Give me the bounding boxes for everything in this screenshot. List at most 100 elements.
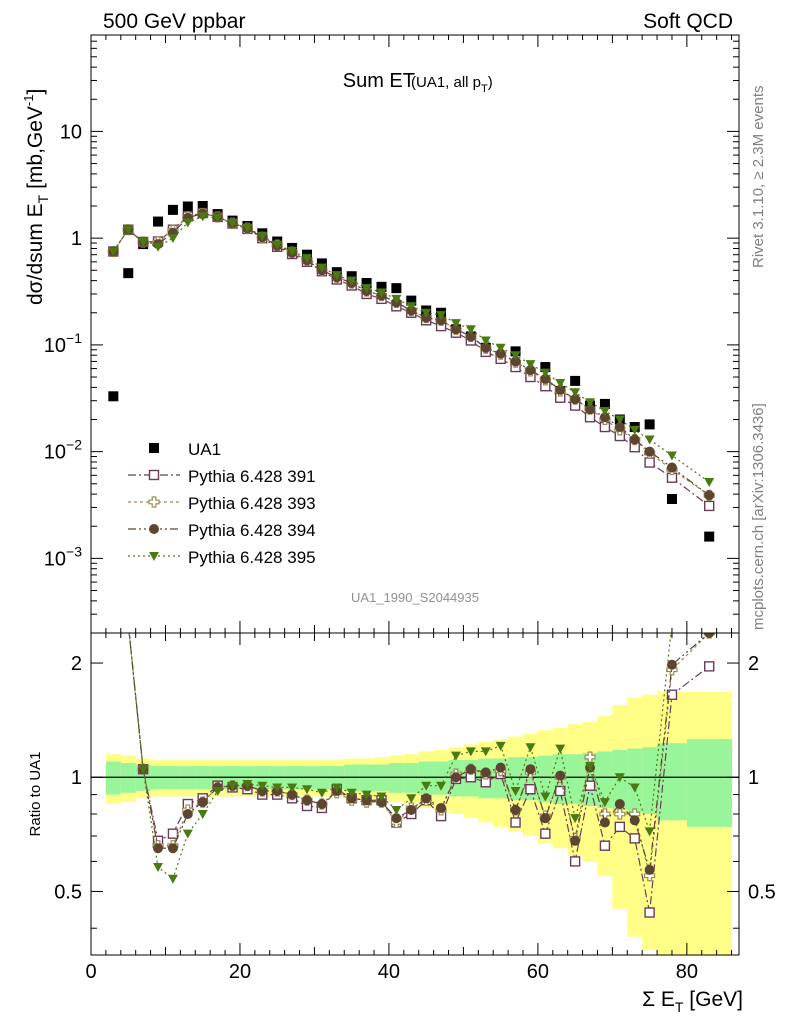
ratio-point-3-31 (570, 835, 581, 846)
x-tick-label: 40 (378, 961, 400, 983)
band-inner (403, 763, 420, 793)
x-tick-label: 60 (527, 961, 549, 983)
main-point-0-18 (376, 281, 387, 292)
legend-marker-0 (149, 443, 159, 453)
ratio-point-3-36 (644, 864, 655, 875)
main-point-0-5 (182, 201, 193, 212)
main-point-0-36 (644, 419, 655, 430)
main-point-3-30 (555, 384, 566, 395)
main-point-4-29 (540, 368, 551, 378)
ratio-point-3-29 (540, 813, 551, 824)
main-point-4-1 (123, 225, 134, 235)
main-point-0-29 (540, 362, 551, 373)
main-point-4-17 (361, 284, 372, 294)
ratio-point-3-28 (525, 764, 536, 775)
main-point-3-27 (510, 356, 521, 367)
ratio-point-3-27 (510, 804, 521, 815)
main-point-4-15 (331, 271, 342, 281)
ratio-point-1-34 (614, 821, 626, 833)
ratio-point-4-15 (331, 783, 342, 793)
main-title: Sum ET (343, 70, 415, 92)
ratio-y-tick-label: 2 (71, 653, 82, 675)
ratio-point-3-26 (495, 762, 506, 773)
x-tick-label: 0 (85, 961, 96, 983)
legend-marker-3 (149, 524, 159, 534)
ratio-point-4-33 (599, 798, 610, 808)
main-point-3-31 (570, 394, 581, 405)
main-point-4-11 (272, 240, 283, 250)
legend-label-0: UA1 (188, 440, 221, 459)
main-point-0-17 (361, 278, 372, 289)
band-inner (105, 761, 122, 795)
ratio-ticks: 0.5 0.51 12 20 20 40 60 80 (54, 633, 776, 983)
ratio-point-4-13 (302, 785, 312, 795)
main-point-0-31 (570, 375, 581, 386)
band-outer (657, 691, 688, 955)
ratio-panel: 0.5 0.51 12 20 20 40 60 80 Ratio to UA1 Σ ET [G… (27, 632, 776, 1015)
main-point-4-8 (227, 219, 238, 229)
main-point-3-24 (465, 331, 476, 342)
main-point-4-12 (287, 246, 298, 256)
main-point-4-34 (614, 415, 625, 425)
source-label: mcplots.cern.ch [arXiv:1306.3436] (750, 403, 767, 630)
main-point-1-36 (644, 457, 655, 468)
main-point-4-4 (167, 234, 178, 244)
main-point-4-21 (421, 308, 432, 318)
band-inner (537, 755, 554, 803)
main-frame (90, 34, 740, 634)
band-inner (686, 739, 733, 827)
main-point-4-3 (153, 242, 164, 252)
main-line-3 (112, 212, 710, 496)
main-point-1-38 (704, 500, 715, 512)
ratio-point-3-13 (302, 795, 312, 806)
main-point-4-33 (599, 407, 610, 417)
ratio-point-4-31 (570, 814, 581, 824)
ratio-point-4-36 (644, 827, 655, 837)
y-tick-label: 10 (60, 121, 82, 143)
ratio-point-1-35 (629, 833, 640, 844)
ratio-point-4-29 (540, 792, 551, 802)
ratio-point-4-6 (197, 810, 208, 820)
band-inner (627, 748, 643, 812)
y-tick-label-exp: −1 (66, 330, 82, 346)
main-line-4 (112, 215, 710, 483)
main-point-4-24 (465, 325, 476, 335)
main-point-4-2 (138, 238, 149, 248)
main-point-4-14 (316, 263, 327, 273)
ratio-point-4-16 (346, 788, 357, 798)
ratio-point-4-24 (465, 747, 476, 757)
ratio-point-4-11 (272, 783, 283, 793)
ratio-point-3-14 (316, 799, 327, 810)
ratio-point-4-20 (406, 794, 417, 804)
ratio-point-4-32 (585, 762, 596, 772)
band-inner (388, 763, 405, 793)
ratio-point-4-2 (138, 765, 149, 775)
y-tick-label-base: 10 (44, 442, 66, 464)
legend-marker-1 (148, 469, 160, 481)
y-tick-label: 10−2 (44, 437, 82, 464)
ratio-point-3-12 (287, 789, 298, 800)
y-tick-label-exp: −3 (66, 543, 82, 559)
main-point-3-28 (525, 365, 536, 376)
ratio-frame (90, 632, 740, 956)
rivet-version-label: Rivet 3.1.10, ≥ 2.3M events (750, 86, 767, 269)
ratio-point-4-22 (436, 781, 447, 791)
main-point-4-31 (570, 388, 581, 398)
x-tick-label: 80 (676, 961, 698, 983)
ratio-line-2 (128, 633, 710, 876)
ratio-point-1-27 (510, 817, 521, 828)
ratio-point-4-25 (480, 747, 491, 757)
main-point-4-9 (242, 223, 253, 233)
band-inner (642, 747, 658, 815)
main-point-3-35 (629, 434, 640, 445)
legend-label-3: Pythia 6.428 394 (188, 521, 316, 540)
ratio-point-3-38 (704, 633, 715, 638)
legend-label-1: Pythia 6.428 391 (188, 467, 316, 486)
main-point-0-1 (123, 268, 134, 279)
main-point-4-7 (212, 213, 223, 223)
main-point-4-22 (436, 311, 447, 321)
legend-marker-2 (148, 496, 160, 508)
legend-label-2: Pythia 6.428 393 (188, 494, 316, 513)
ratio-point-1-31 (569, 856, 581, 867)
